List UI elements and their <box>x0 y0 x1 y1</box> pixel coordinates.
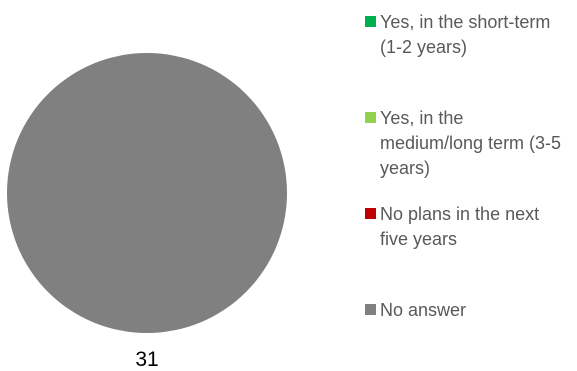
legend-item-no-answer: No answer <box>365 298 575 323</box>
legend-swatch-no-answer <box>365 304 376 315</box>
legend-swatch-short-term <box>365 16 376 27</box>
legend-label-no-answer: No answer <box>380 300 467 320</box>
legend-label-medium-long-term: Yes, in the medium/long term (3-5 years) <box>380 108 562 178</box>
data-label-no-answer: 31 <box>135 348 158 371</box>
legend-swatch-medium-long-term <box>365 112 376 123</box>
legend-label-short-term: Yes, in the short-term (1-2 years) <box>380 12 551 57</box>
legend-item-medium-long-term: Yes, in the medium/long term (3-5 years) <box>365 106 575 181</box>
legend-item-short-term: Yes, in the short-term (1-2 years) <box>365 10 575 60</box>
legend-item-no-plans: No plans in the next five years <box>365 202 575 252</box>
legend-swatch-no-plans <box>365 208 376 219</box>
legend-label-no-plans: No plans in the next five years <box>380 204 540 249</box>
pie-slice-no-answer <box>7 53 287 333</box>
